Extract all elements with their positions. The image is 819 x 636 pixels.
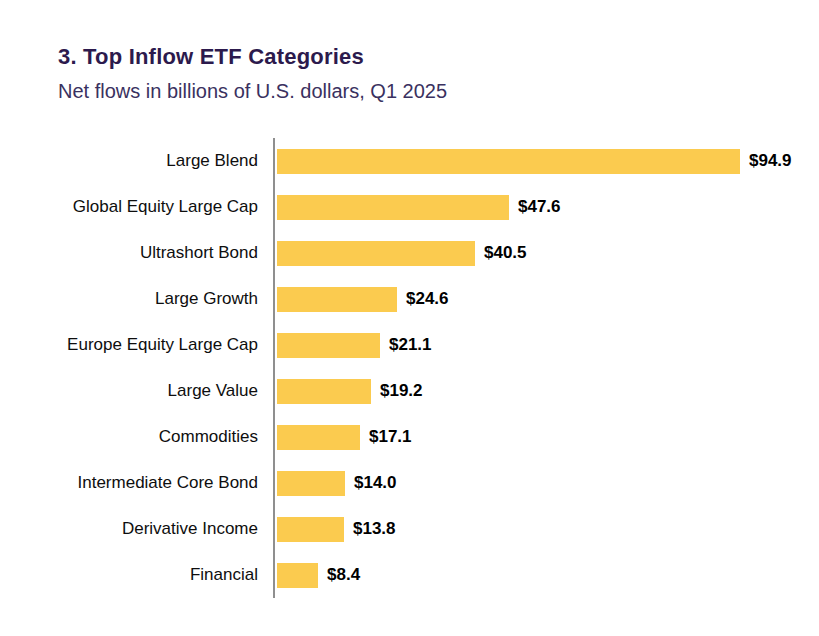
bar-row: Global Equity Large Cap $47.6 (0, 184, 819, 230)
bar-area: $24.6 (273, 276, 819, 322)
bar-row: Financial $8.4 (0, 552, 819, 598)
bar (277, 425, 360, 450)
bar-area: $94.9 (273, 138, 819, 184)
value-label: $24.6 (406, 289, 449, 309)
bar (277, 517, 344, 542)
bar (277, 195, 509, 220)
bar (277, 379, 371, 404)
bar-row: Large Growth $24.6 (0, 276, 819, 322)
value-label: $47.6 (518, 197, 561, 217)
bar-row: Intermediate Core Bond $14.0 (0, 460, 819, 506)
bar-area: $14.0 (273, 460, 819, 506)
value-label: $14.0 (354, 473, 397, 493)
bar-area: $8.4 (273, 552, 819, 598)
category-label: Large Growth (0, 289, 273, 309)
bar-row: Europe Equity Large Cap $21.1 (0, 322, 819, 368)
category-label: Derivative Income (0, 519, 273, 539)
bar-area: $47.6 (273, 184, 819, 230)
bar-chart: Large Blend $94.9 Global Equity Large Cap $… (0, 138, 819, 598)
bar-row: Large Value $19.2 (0, 368, 819, 414)
chart-title: 3. Top Inflow ETF Categories (58, 44, 819, 70)
category-label: Intermediate Core Bond (0, 473, 273, 493)
report-page: 3. Top Inflow ETF Categories Net flows i… (0, 0, 819, 636)
bar-area: $13.8 (273, 506, 819, 552)
value-label: $17.1 (369, 427, 412, 447)
bar-area: $19.2 (273, 368, 819, 414)
value-label: $21.1 (389, 335, 432, 355)
value-label: $40.5 (484, 243, 527, 263)
bar-area: $21.1 (273, 322, 819, 368)
value-label: $94.9 (749, 151, 792, 171)
chart-header: 3. Top Inflow ETF Categories Net flows i… (0, 0, 819, 103)
bar (277, 149, 740, 174)
bar-row: Ultrashort Bond $40.5 (0, 230, 819, 276)
category-label: Europe Equity Large Cap (0, 335, 273, 355)
bar-area: $40.5 (273, 230, 819, 276)
bar (277, 333, 380, 358)
bar-row: Commodities $17.1 (0, 414, 819, 460)
bar (277, 471, 345, 496)
bar (277, 563, 318, 588)
category-label: Large Value (0, 381, 273, 401)
category-label: Commodities (0, 427, 273, 447)
bar-area: $17.1 (273, 414, 819, 460)
value-label: $8.4 (327, 565, 360, 585)
category-label: Financial (0, 565, 273, 585)
category-label: Global Equity Large Cap (0, 197, 273, 217)
bar-row: Large Blend $94.9 (0, 138, 819, 184)
category-label: Large Blend (0, 151, 273, 171)
bar (277, 287, 397, 312)
value-label: $19.2 (380, 381, 423, 401)
value-label: $13.8 (353, 519, 396, 539)
bar-row: Derivative Income $13.8 (0, 506, 819, 552)
category-label: Ultrashort Bond (0, 243, 273, 263)
bar (277, 241, 475, 266)
chart-subtitle: Net flows in billions of U.S. dollars, Q… (58, 79, 819, 103)
